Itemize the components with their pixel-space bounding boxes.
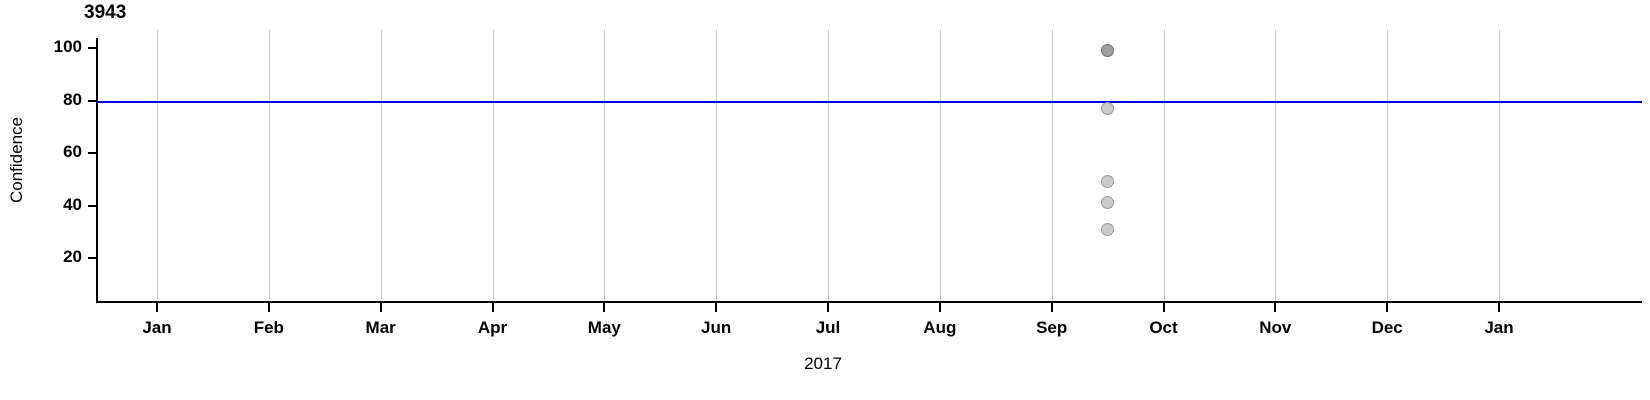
y-tick-label-80: 80 — [63, 89, 82, 109]
y-tick-label-100: 100 — [53, 37, 82, 56]
y-tick-mark-80 — [88, 99, 97, 102]
x-tick-mark-4 — [603, 303, 606, 312]
gridline-jul-6 — [828, 30, 829, 300]
x-axis-title-label: 2017 — [804, 354, 842, 373]
gridline-nov-10 — [1275, 30, 1277, 300]
gridline-jun-5 — [716, 30, 718, 300]
x-tick-label-6: Jul — [815, 318, 841, 337]
x-tick-mark-7 — [938, 303, 941, 312]
y-tick-label-40: 40 — [63, 194, 82, 214]
x-tick-mark-3 — [491, 303, 494, 312]
x-tick-label-10: Nov — [1259, 318, 1292, 337]
plot-area — [97, 30, 1642, 300]
x-tick-mark-1 — [267, 303, 270, 312]
reference-line-confidence-threshold — [97, 100, 1642, 103]
data-point[interactable] — [1101, 196, 1115, 210]
y-tick-mark-100 — [88, 47, 97, 49]
x-tick-label-1: Feb — [253, 318, 284, 337]
x-tick-mark-2 — [379, 303, 382, 312]
gridline-mar-2 — [380, 30, 382, 300]
x-axis-title: 2017 — [0, 354, 1650, 374]
x-tick-label-5: Jun — [701, 318, 732, 337]
x-tick-mark-9 — [1162, 303, 1165, 312]
data-point[interactable] — [1101, 101, 1115, 115]
data-point[interactable] — [1101, 222, 1115, 236]
gridline-oct-9 — [1163, 30, 1165, 300]
y-tick-label-60: 60 — [63, 142, 82, 161]
x-tick-label-2: Mar — [365, 318, 396, 337]
gridline-jan-12 — [1499, 30, 1500, 300]
y-axis-line — [96, 38, 98, 303]
x-tick-label-8: Sep — [1036, 318, 1068, 337]
x-tick-label-0: Jan — [142, 318, 172, 337]
x-tick-mark-6 — [827, 303, 829, 312]
x-axis-line — [96, 301, 1642, 303]
data-point[interactable] — [1101, 175, 1115, 189]
x-tick-label-9: Oct — [1149, 318, 1178, 337]
x-tick-label-7: Aug — [923, 318, 957, 337]
x-tick-label-4: May — [587, 318, 621, 337]
y-tick-mark-40 — [88, 204, 97, 207]
x-tick-mark-5 — [715, 303, 718, 312]
y-tick-mark-60 — [88, 152, 97, 154]
gridline-feb-1 — [268, 30, 270, 300]
y-tick-label-20: 20 — [63, 247, 82, 266]
gridline-apr-3 — [492, 30, 494, 300]
y-tick-mark-20 — [88, 257, 97, 259]
x-tick-label-3: Apr — [477, 318, 508, 337]
x-tick-mark-8 — [1050, 303, 1053, 312]
x-tick-mark-10 — [1274, 303, 1277, 312]
gridline-may-4 — [604, 30, 606, 300]
x-tick-label-11: Dec — [1371, 318, 1403, 337]
x-tick-mark-0 — [156, 303, 158, 312]
gridline-dec-11 — [1387, 30, 1389, 300]
gridline-jan-0 — [157, 30, 158, 300]
x-tick-label-12: Jan — [1484, 318, 1514, 337]
gridline-sep-8 — [1051, 30, 1053, 300]
x-tick-mark-12 — [1498, 303, 1500, 312]
chart-title: 3943 — [84, 2, 127, 23]
data-point[interactable] — [1101, 44, 1115, 58]
gridline-aug-7 — [939, 30, 941, 300]
x-tick-mark-11 — [1386, 303, 1389, 312]
